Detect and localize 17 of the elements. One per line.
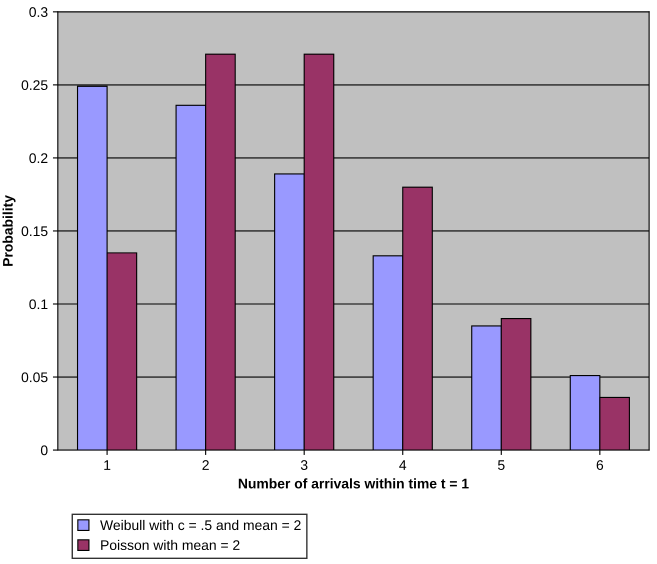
x-tick-label: 4	[399, 460, 406, 470]
legend-label: Weibull with c = .5 and mean = 2	[100, 520, 301, 530]
y-tick-label: 0.05	[22, 372, 48, 382]
x-tick-label: 5	[498, 460, 505, 470]
y-tick-label: 0	[40, 445, 48, 456]
y-tick-label: 0.3	[29, 7, 48, 18]
x-tick-label: 3	[300, 460, 308, 470]
y-tick-label: 0.1	[29, 299, 48, 310]
legend-label: Poisson with mean = 2	[101, 540, 240, 550]
y-tick-label: 0.2	[29, 153, 48, 164]
x-tick-label: 1	[104, 460, 110, 470]
y-tick-label: 0.25	[22, 80, 48, 90]
y-tick-label: 0.15	[22, 226, 48, 236]
y-axis-title: Probability	[2, 195, 16, 266]
x-axis-title: Number of arrivals within time t = 1	[238, 478, 469, 488]
x-tick-label: 2	[202, 460, 209, 470]
x-tick-label: 6	[596, 460, 604, 470]
